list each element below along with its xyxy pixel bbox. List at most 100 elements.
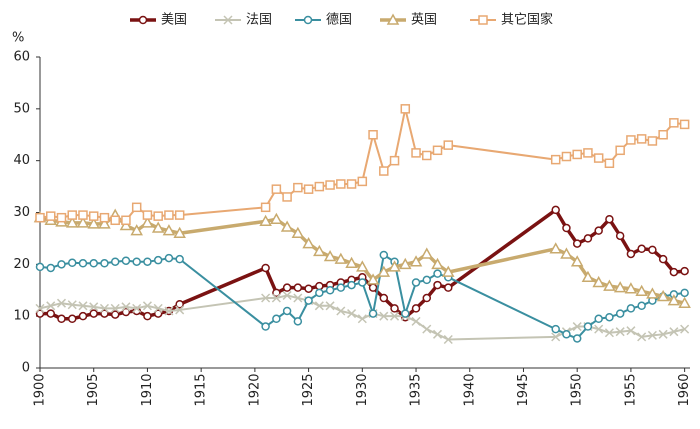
data-point [153, 255, 163, 265]
data-point [604, 328, 614, 338]
data-point [422, 324, 432, 334]
data-point [325, 301, 335, 311]
data-point [594, 226, 603, 235]
data-point [669, 267, 679, 277]
data-point [56, 298, 67, 308]
data-point [637, 301, 646, 311]
data-point [368, 130, 378, 140]
data-point [594, 324, 604, 334]
data-point [131, 202, 142, 213]
data-point [401, 309, 410, 318]
data-point [153, 309, 163, 318]
legend-marker [478, 15, 488, 25]
data-point [291, 226, 305, 238]
data-point [174, 210, 185, 220]
data-point [304, 296, 313, 305]
data-point [65, 216, 79, 228]
data-point [551, 332, 561, 342]
data-point [164, 210, 174, 220]
data-point [78, 259, 88, 268]
data-point [637, 244, 646, 254]
data-point [282, 290, 292, 300]
data-point [46, 263, 55, 273]
data-point [356, 260, 369, 272]
data-point [175, 305, 185, 315]
data-point [420, 247, 434, 259]
data-point [303, 184, 314, 194]
data-point [110, 215, 120, 226]
data-point [562, 330, 571, 339]
x-tick-label: 1945 [516, 373, 531, 406]
data-point [315, 281, 324, 291]
data-point [89, 259, 98, 268]
data-point [88, 211, 99, 221]
data-point [175, 299, 184, 309]
data-point [261, 322, 270, 331]
data-point [669, 327, 679, 337]
data-point [347, 309, 357, 319]
data-point [648, 245, 657, 255]
data-point [143, 257, 152, 266]
data-point [293, 293, 303, 303]
data-point [142, 301, 152, 311]
data-point [46, 309, 55, 318]
data-point [550, 154, 561, 165]
data-point [613, 281, 627, 293]
data-point [551, 205, 560, 215]
data-point [282, 192, 292, 202]
data-point [260, 202, 271, 213]
data-point [35, 262, 45, 272]
legend-label: 法国 [246, 13, 272, 28]
data-point [594, 314, 603, 324]
data-point [336, 283, 346, 292]
data-point [153, 211, 163, 221]
data-point [110, 310, 120, 319]
data-point [78, 210, 88, 220]
data-point [121, 307, 131, 317]
data-point [432, 145, 443, 156]
data-point [98, 217, 111, 229]
data-point [583, 234, 593, 243]
data-point [605, 312, 614, 322]
data-point [615, 327, 625, 337]
data-point [272, 314, 281, 324]
data-point [302, 237, 315, 249]
data-point [336, 306, 346, 316]
data-point [347, 280, 356, 290]
data-point [422, 293, 432, 303]
data-point [130, 224, 143, 236]
data-point [153, 303, 163, 313]
data-point [67, 258, 77, 268]
data-point [261, 293, 271, 303]
data-point [572, 334, 582, 343]
legend-label: 德国 [326, 13, 352, 28]
data-point [667, 294, 681, 306]
x-tick-label: 1900 [33, 373, 48, 406]
data-point [357, 314, 367, 324]
data-point [411, 148, 421, 158]
data-point [57, 314, 66, 324]
data-point [390, 304, 399, 313]
data-point [121, 302, 131, 312]
data-point [46, 301, 56, 311]
data-point [99, 303, 109, 313]
data-point [432, 329, 443, 339]
data-point [646, 287, 659, 299]
data-point [56, 212, 67, 223]
y-tick-label: 30 [13, 205, 30, 220]
data-point [635, 284, 648, 297]
y-tick-label: 20 [13, 257, 30, 272]
data-point [603, 279, 616, 291]
data-point [271, 293, 281, 303]
data-point [377, 265, 391, 277]
data-point [132, 257, 141, 266]
data-point [561, 151, 572, 162]
data-point [293, 182, 303, 193]
data-point [626, 326, 636, 336]
data-point [259, 214, 272, 227]
data-point [282, 283, 292, 292]
data-point [368, 283, 378, 292]
data-point [549, 242, 562, 254]
data-point [570, 255, 584, 267]
